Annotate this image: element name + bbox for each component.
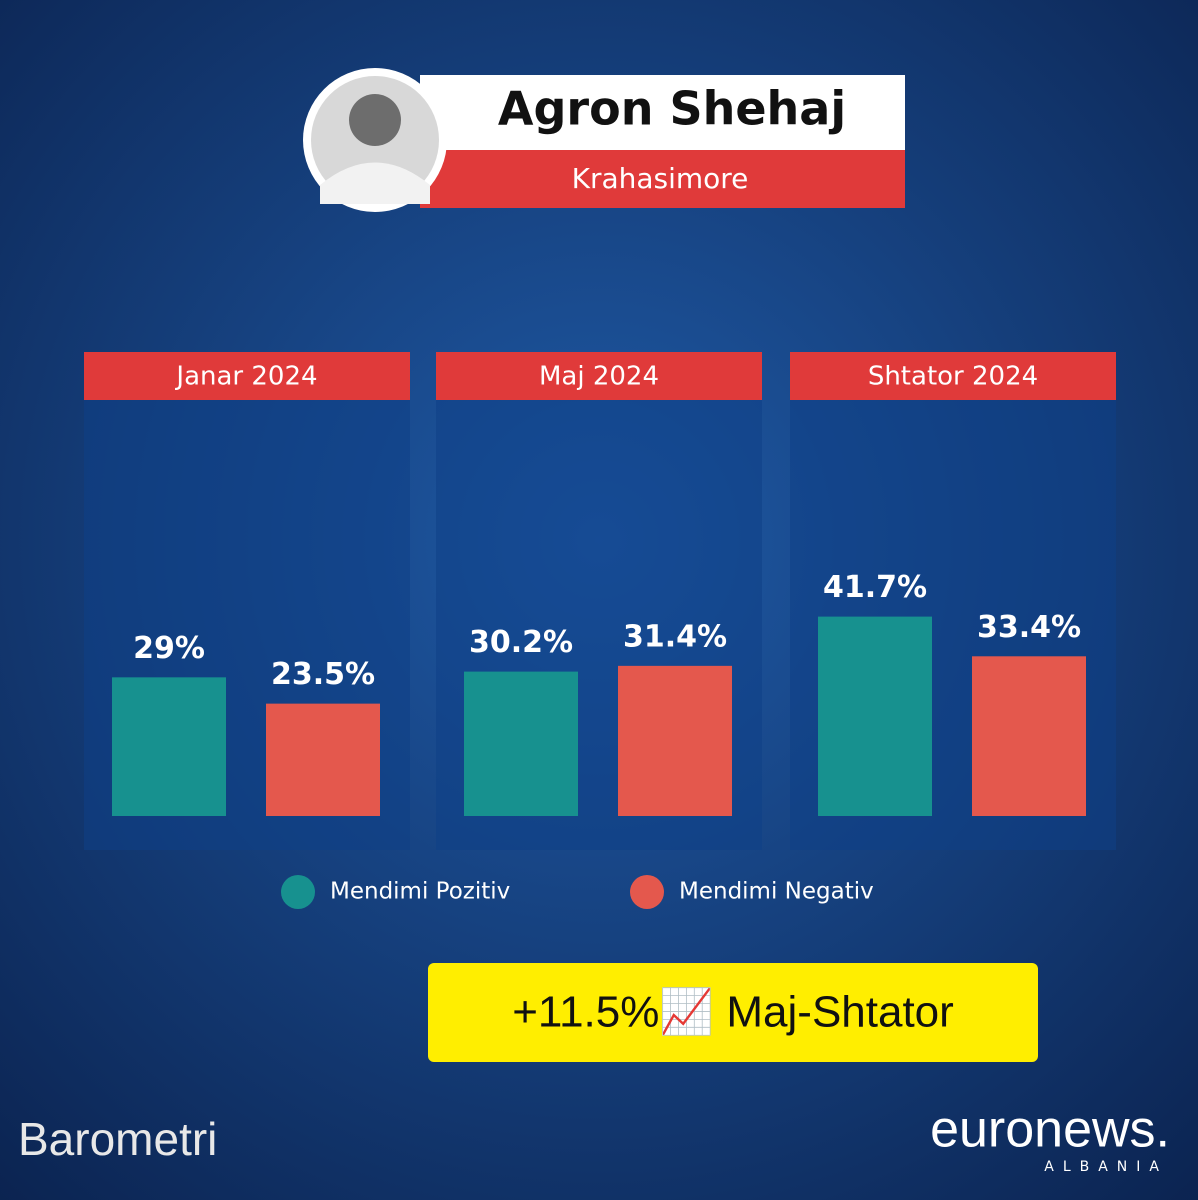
photo-head	[349, 94, 401, 146]
bar	[464, 671, 578, 816]
legend-marker	[630, 875, 664, 909]
x-tick-label: Maj 2024	[539, 362, 659, 392]
chart-subtitle: Krahasimore	[572, 162, 749, 195]
panel-header	[790, 352, 1116, 400]
value-label: 30.2%	[469, 625, 573, 660]
bar	[618, 665, 732, 816]
brand-right: euronews.	[930, 1101, 1170, 1159]
value-label: 31.4%	[623, 619, 727, 654]
brand-right-sub: ALBANIA	[1044, 1159, 1168, 1175]
bar	[972, 656, 1086, 816]
bar	[112, 677, 226, 816]
legend-label: Mendimi Pozitiv	[330, 879, 510, 905]
bar	[266, 703, 380, 816]
x-tick-label: Janar 2024	[174, 362, 317, 392]
title-box	[420, 75, 905, 150]
value-label: 33.4%	[977, 610, 1081, 645]
bar	[818, 616, 932, 816]
annotation-box	[428, 963, 1038, 1062]
value-label: 29%	[133, 631, 205, 666]
subtitle-box	[420, 150, 905, 208]
chart-title: Agron Shehaj	[498, 82, 846, 136]
photo-body	[320, 162, 430, 204]
annotation: +11.5%📈 Maj-Shtator	[512, 987, 954, 1037]
value-label: 23.5%	[271, 657, 375, 692]
brand-left: Barometri	[18, 1113, 217, 1165]
legend-label: Mendimi Negativ	[679, 879, 874, 905]
value-label: 41.7%	[823, 570, 927, 605]
legend-marker	[281, 875, 315, 909]
panel-header	[84, 352, 410, 400]
x-tick-label: Shtator 2024	[868, 362, 1038, 392]
panel-header	[436, 352, 762, 400]
